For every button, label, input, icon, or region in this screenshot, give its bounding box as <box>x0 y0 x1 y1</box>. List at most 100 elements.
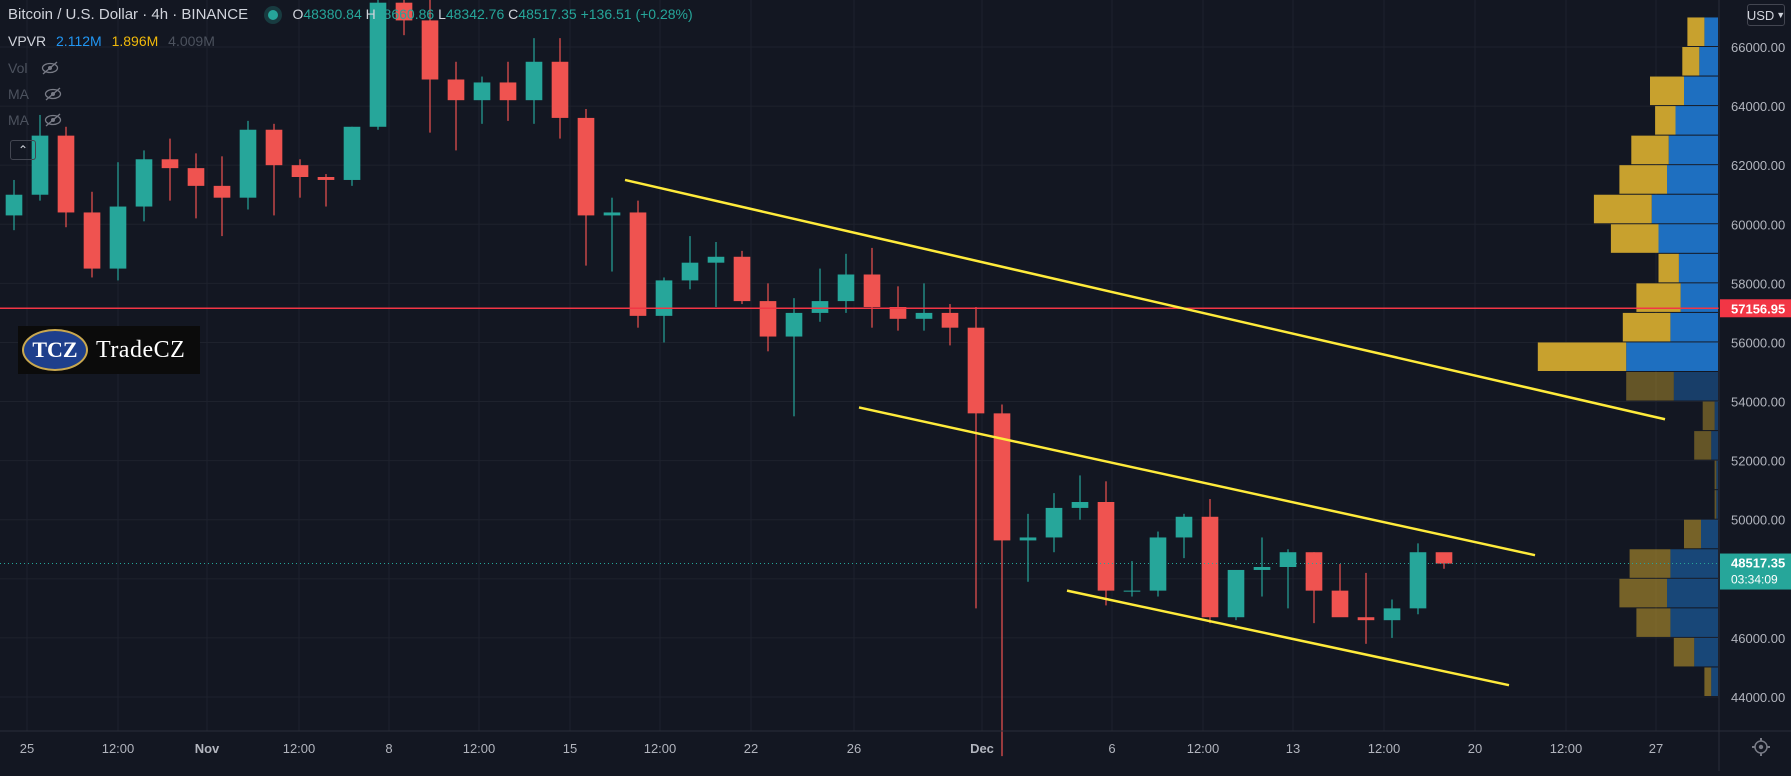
candle-body <box>83 212 101 269</box>
candle-body <box>681 262 699 281</box>
high-value: 48660.86 <box>375 6 435 22</box>
volume-profile-bar-up <box>1670 608 1718 637</box>
price-tick-label: 58000.00 <box>1731 276 1785 291</box>
vpvr-value-total: 4.009M <box>168 33 215 49</box>
candle-body <box>967 327 985 414</box>
volume-profile-bar-down <box>1673 637 1695 667</box>
price-tick-label: 54000.00 <box>1731 395 1785 410</box>
volume-profile-bar-down <box>1619 165 1667 194</box>
price-tick-label: 64000.00 <box>1731 99 1785 114</box>
vpvr-value-up: 2.112M <box>56 33 102 49</box>
volume-profile-bar-up <box>1714 401 1718 431</box>
candles <box>5 0 1453 757</box>
price-tick-label: 44000.00 <box>1731 690 1785 705</box>
ma1-legend[interactable]: MA <box>8 86 62 104</box>
volume-profile-bar-up <box>1711 667 1718 696</box>
low-label: L <box>438 6 446 22</box>
collapse-legend-button[interactable]: ⌃ <box>10 140 36 160</box>
drawings <box>0 178 1719 687</box>
vpvr-value-down: 1.896M <box>111 33 159 49</box>
candle-body <box>317 177 335 180</box>
time-tick-label: 12:00 <box>283 741 316 756</box>
price-tick-label: 56000.00 <box>1731 335 1785 350</box>
time-tick-label: 12:00 <box>1550 741 1583 756</box>
change-value: +136.51 (+0.28%) <box>580 6 693 22</box>
candle-body <box>135 159 153 207</box>
volume-profile-bar-down <box>1650 76 1684 106</box>
vol-legend[interactable]: Vol <box>8 60 59 78</box>
volume-profile-bar-down <box>1610 224 1659 253</box>
candle-body <box>1305 552 1323 591</box>
volume-profile-bar-down <box>1658 253 1679 283</box>
time-tick-label: 6 <box>1108 741 1115 756</box>
volume-profile-bar-down <box>1687 17 1705 46</box>
volume-profile-bar-down <box>1684 519 1701 549</box>
low-value: 48342.76 <box>445 6 505 22</box>
candle-body <box>889 307 907 319</box>
candle-body <box>265 129 283 166</box>
price-tick-label: 62000.00 <box>1731 158 1785 173</box>
time-tick-label: 22 <box>744 741 758 756</box>
candle-body <box>1019 537 1037 541</box>
candle-body <box>499 82 517 101</box>
volume-profile-bar-down <box>1636 283 1681 312</box>
volume-profile-bar-up <box>1670 549 1718 578</box>
volume-profile-bar-down <box>1622 312 1671 342</box>
time-axis[interactable]: 25 12:00 Nov 12:00 8 12:00 15 12:00 22 26 Dec 6 12:0… <box>20 741 1663 756</box>
candle-body <box>1331 590 1349 618</box>
candle-body <box>1227 569 1245 618</box>
volume-profile-bar-up <box>1668 135 1718 165</box>
candle-body <box>109 206 127 269</box>
eye-hidden-icon[interactable] <box>41 61 59 78</box>
volume-profile-bar-down <box>1537 342 1627 371</box>
candle-body <box>525 61 543 101</box>
candle-body <box>447 79 465 101</box>
ma1-label: MA <box>8 86 29 102</box>
settings-gear-icon[interactable] <box>1752 738 1770 756</box>
volume-profile-bar-down <box>1714 460 1717 490</box>
volume-profile-bar-up <box>1701 519 1718 549</box>
candle-body <box>291 165 309 177</box>
candle-body <box>785 312 803 337</box>
candle-body <box>915 312 933 319</box>
volume-profile-bar-down <box>1704 667 1712 696</box>
candle-body <box>1071 502 1089 508</box>
last-price-text: 48517.35 <box>1731 556 1785 571</box>
candle-body <box>811 301 829 313</box>
volume-profile-bar-up <box>1667 578 1718 608</box>
volume-profile-bar-down <box>1626 372 1674 401</box>
trendline-middle-channel <box>858 406 1536 557</box>
volume-profile-bar-down <box>1655 106 1676 135</box>
candle-body <box>57 135 75 213</box>
candle-body <box>1383 608 1401 621</box>
candle-body <box>1253 567 1271 570</box>
hline-price-text: 57156.95 <box>1731 301 1785 316</box>
candle-body <box>1045 507 1063 538</box>
candle-body <box>577 117 595 216</box>
vpvr-legend[interactable]: VPVR 2.112M 1.896M 4.009M <box>8 33 215 49</box>
trendline-upper-channel <box>624 178 1666 421</box>
interval[interactable]: 4h <box>151 6 169 23</box>
candle-body <box>1201 516 1219 618</box>
time-tick-label: 8 <box>385 741 392 756</box>
eye-hidden-icon[interactable] <box>44 113 62 130</box>
trendline-lower-channel <box>1066 589 1510 687</box>
price-tick-label: 46000.00 <box>1731 631 1785 646</box>
eye-hidden-icon[interactable] <box>44 87 62 104</box>
symbol-name[interactable]: Bitcoin / U.S. Dollar <box>8 6 139 23</box>
currency-selector[interactable]: USD ▼ <box>1747 4 1785 26</box>
exchange: BINANCE <box>181 6 249 23</box>
candle-body <box>473 82 491 101</box>
candle-body <box>213 185 231 198</box>
volume-profile-bar-up <box>1699 47 1718 76</box>
interval-sep: · <box>142 6 152 23</box>
ma2-legend[interactable]: MA <box>8 112 62 130</box>
chevron-up-icon: ⌃ <box>17 143 29 157</box>
high-label: H <box>365 6 376 22</box>
candle-body <box>1279 552 1297 567</box>
tradecz-logo: TCZ TradeCZ <box>18 326 200 374</box>
candle-body <box>551 61 569 118</box>
candle-body <box>369 2 387 127</box>
candle-body <box>5 194 23 216</box>
